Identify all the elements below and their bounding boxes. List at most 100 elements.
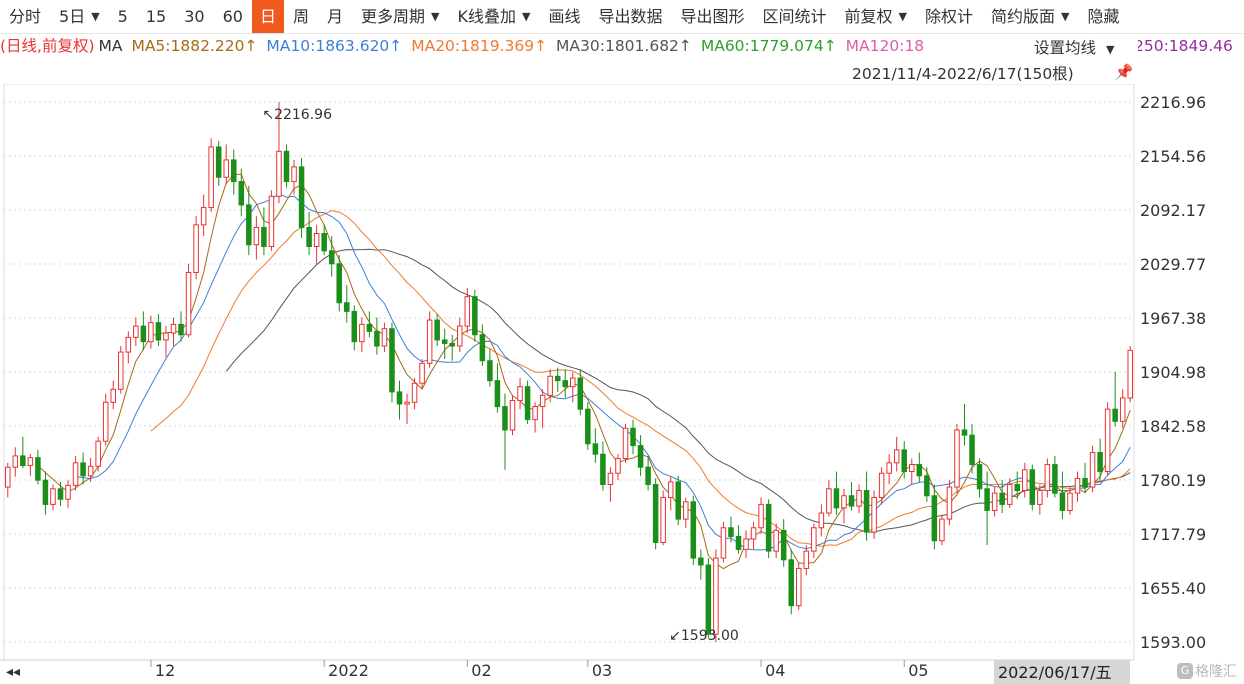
- candle-body: [615, 458, 621, 474]
- candle-body: [1014, 483, 1020, 492]
- candle-body: [916, 464, 923, 477]
- ma-legend-label: MA: [98, 37, 123, 55]
- set-ma-dropdown[interactable]: 设置均线 ▼: [1026, 36, 1138, 60]
- candle-body: [946, 486, 953, 520]
- candle-body: [1029, 469, 1036, 505]
- candle-body: [1082, 477, 1088, 488]
- candle-body: [577, 377, 584, 410]
- candle-body: [1044, 464, 1051, 492]
- candle-body: [750, 527, 757, 540]
- candle-body: [291, 166, 297, 183]
- candle-body: [675, 481, 681, 520]
- toolbar-item-1[interactable]: 5日 ▼: [50, 0, 109, 33]
- candle-body: [396, 391, 403, 405]
- candle-body: [457, 325, 463, 347]
- candle-body: [924, 475, 930, 497]
- candle-body: [389, 328, 395, 393]
- x-tick-label: 04: [765, 661, 785, 680]
- candlestick-chart[interactable]: 2216.96 2154.56 2092.17 2029.77 1967.38 1904.…: [0, 84, 1244, 684]
- candle-body: [698, 557, 704, 566]
- candle-body: [80, 462, 86, 477]
- candle-body: [1059, 492, 1066, 511]
- toolbar-item-label: 5日: [59, 7, 86, 26]
- candle-body: [87, 465, 94, 477]
- toolbar-item-2[interactable]: 5: [109, 0, 137, 33]
- candle-body: [909, 464, 915, 473]
- toolbar-item-label: K线叠加: [457, 7, 516, 26]
- y-tick-label: 2154.56: [1140, 147, 1206, 166]
- y-tick-label: 1780.19: [1140, 471, 1206, 490]
- candle-body: [652, 483, 659, 543]
- chevron-down-icon: ▼: [91, 10, 100, 23]
- toolbar-item-10[interactable]: K线叠加 ▼: [448, 0, 539, 33]
- pin-icon[interactable]: 📌: [1114, 63, 1134, 81]
- candle-body: [780, 529, 787, 561]
- candle-body: [803, 550, 810, 569]
- period-toolbar: 分时 5日 ▼ 5 15 30 60 日周月更多周期 ▼ K线叠加 ▼ 画线 导出数据 导出图形 区间统计前…: [0, 0, 1244, 34]
- x-tick-label: 05: [908, 661, 928, 680]
- candle-body: [743, 538, 749, 550]
- toolbar-item-8[interactable]: 月: [318, 0, 352, 33]
- candle-body: [185, 271, 192, 336]
- toolbar-item-15[interactable]: 前复权 ▼: [836, 0, 916, 33]
- toolbar-item-3[interactable]: 15: [137, 0, 175, 33]
- candle-body: [464, 296, 471, 327]
- candle-body: [517, 386, 523, 402]
- toolbar-item-label: 分时: [9, 7, 42, 26]
- toolbar-item-6[interactable]: 日: [251, 0, 284, 33]
- candle-body: [1022, 469, 1028, 492]
- candle-body: [509, 400, 516, 431]
- toolbar-item-4[interactable]: 30: [175, 0, 213, 33]
- candle-body: [878, 472, 885, 498]
- toolbar-item-7[interactable]: 周: [284, 0, 318, 33]
- brand-logo-wordmark: 格隆汇: [1195, 664, 1237, 680]
- ma250-legend: 250:1849.46: [1134, 37, 1233, 55]
- candle-body: [622, 427, 629, 460]
- candle-body: [102, 401, 109, 442]
- candle-body: [50, 488, 56, 505]
- candle-body: [841, 495, 847, 509]
- candle-body: [765, 503, 772, 552]
- x-tick-label: 03: [592, 661, 612, 680]
- y-tick-label: 2216.96: [1140, 93, 1206, 112]
- y-tick-label: 1842.58: [1140, 417, 1206, 436]
- price-annotation: ↖2216.96: [262, 107, 332, 123]
- candle-body: [735, 535, 742, 550]
- candle-body: [5, 466, 11, 488]
- toolbar-item-17[interactable]: 简约版面 ▼: [982, 0, 1078, 33]
- brand-logo-icon: G: [1177, 663, 1193, 679]
- candle-body: [148, 322, 154, 343]
- candle-body: [261, 226, 267, 247]
- candle-body: [419, 362, 425, 384]
- toolbar-item-13[interactable]: 导出图形: [671, 0, 753, 33]
- candle-body: [600, 453, 606, 485]
- candle-body: [479, 334, 486, 362]
- toolbar-item-16[interactable]: 除权计: [916, 0, 982, 33]
- candle-body: [630, 427, 636, 447]
- toolbar-item-18[interactable]: 隐藏: [1078, 0, 1128, 33]
- candle-body: [585, 408, 591, 445]
- candle-body: [539, 394, 546, 408]
- candle-body: [208, 146, 214, 209]
- candle-body: [502, 406, 508, 431]
- candle-body: [720, 527, 727, 559]
- toolbar-item-5[interactable]: 60: [214, 0, 252, 33]
- y-tick-label: 1904.98: [1140, 363, 1206, 382]
- candle-body: [871, 496, 877, 533]
- y-tick-label: 1593.00: [1140, 633, 1206, 652]
- candle-body: [818, 512, 825, 529]
- y-tick-label: 1967.38: [1140, 309, 1206, 328]
- toolbar-item-label: 周: [292, 7, 309, 26]
- y-tick-label: 2029.77: [1140, 255, 1206, 274]
- chevron-down-icon: ▼: [898, 10, 907, 23]
- candle-body: [35, 457, 41, 481]
- toolbar-item-12[interactable]: 导出数据: [589, 0, 671, 33]
- toolbar-item-9[interactable]: 更多周期 ▼: [352, 0, 448, 33]
- toolbar-item-0[interactable]: 分时: [0, 0, 50, 33]
- toolbar-item-14[interactable]: 区间统计: [753, 0, 835, 33]
- toolbar-item-11[interactable]: 画线: [539, 0, 589, 33]
- candle-body: [976, 464, 983, 490]
- candle-body: [359, 323, 365, 343]
- y-tick-label: 1655.40: [1140, 579, 1206, 598]
- candle-body: [125, 336, 132, 353]
